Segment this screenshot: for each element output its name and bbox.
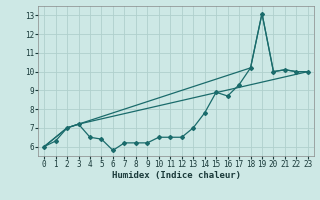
X-axis label: Humidex (Indice chaleur): Humidex (Indice chaleur) bbox=[111, 171, 241, 180]
